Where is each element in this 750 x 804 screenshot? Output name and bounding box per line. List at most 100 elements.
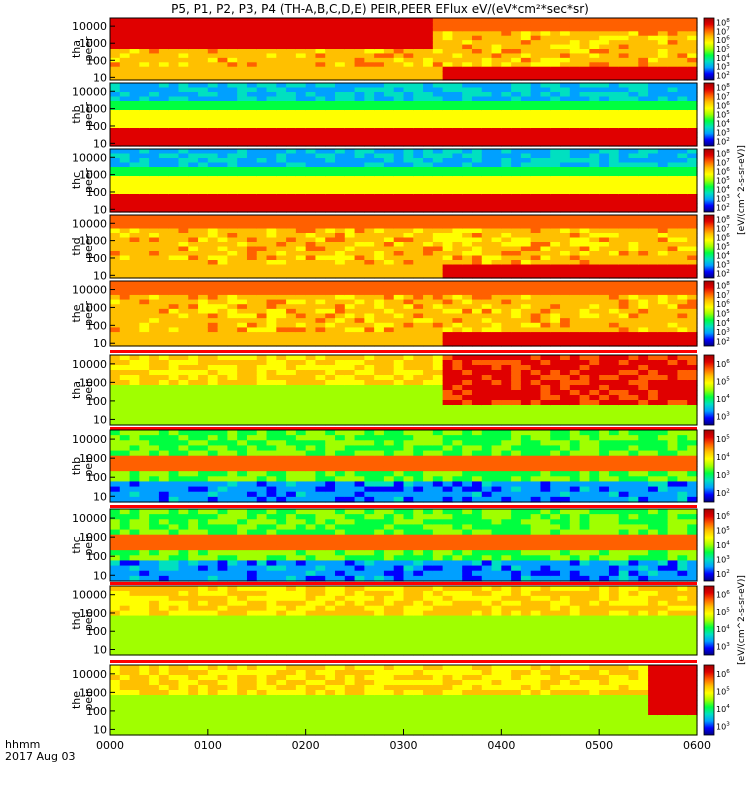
heatmap-cell xyxy=(443,128,453,133)
heatmap-cell xyxy=(638,304,648,309)
heatmap-cell xyxy=(413,238,423,243)
heatmap-cell xyxy=(364,370,374,376)
heatmap-cell xyxy=(286,405,296,411)
heatmap-cell xyxy=(589,281,599,286)
heatmap-cell xyxy=(218,365,228,371)
heatmap-cell xyxy=(531,233,541,238)
heatmap-cell xyxy=(247,281,257,286)
heatmap-cell xyxy=(433,124,443,129)
heatmap-cell xyxy=(198,181,208,186)
heatmap-cell xyxy=(247,176,257,181)
heatmap-cell xyxy=(130,167,140,172)
heatmap-cell xyxy=(531,395,541,401)
heatmap-cell xyxy=(227,181,237,186)
heatmap-cell xyxy=(531,92,541,97)
heatmap-cell xyxy=(658,229,668,234)
heatmap-cell xyxy=(570,124,580,129)
heatmap-cell xyxy=(364,149,374,154)
heatmap-cell xyxy=(462,27,472,32)
heatmap-cell xyxy=(364,380,374,386)
heatmap-cell xyxy=(384,220,394,225)
heatmap-cell xyxy=(247,128,257,133)
heatmap-cell xyxy=(501,18,511,23)
heatmap-cell xyxy=(169,101,179,106)
heatmap-cell xyxy=(648,40,658,45)
heatmap-cell xyxy=(286,360,296,366)
heatmap-cell xyxy=(267,410,277,416)
heatmap-cell xyxy=(599,18,609,23)
heatmap-cell xyxy=(169,149,179,154)
heatmap-cell xyxy=(218,36,228,41)
heatmap-cell xyxy=(267,110,277,115)
heatmap-cell xyxy=(306,22,316,27)
heatmap-cell xyxy=(394,224,404,229)
heatmap-cell xyxy=(276,410,286,416)
heatmap-cell xyxy=(374,242,384,247)
heatmap-cell xyxy=(609,53,619,58)
heatmap-cell xyxy=(501,124,511,129)
heatmap-cell xyxy=(472,45,482,50)
heatmap-cell xyxy=(237,314,247,319)
heatmap-cell xyxy=(120,106,130,111)
heatmap-cell xyxy=(472,220,482,225)
heatmap-cell xyxy=(472,233,482,238)
heatmap-cell xyxy=(423,101,433,106)
heatmap-cell xyxy=(482,119,492,124)
heatmap-cell xyxy=(315,295,325,300)
heatmap-cell xyxy=(345,137,355,142)
heatmap-cell xyxy=(648,238,658,243)
heatmap-cell xyxy=(580,360,590,366)
heatmap-cell xyxy=(130,385,140,391)
heatmap-cell xyxy=(315,224,325,229)
heatmap-cell xyxy=(540,176,550,181)
heatmap-cell xyxy=(178,181,188,186)
heatmap-cell xyxy=(433,71,443,76)
heatmap-cell xyxy=(638,115,648,120)
heatmap-cell xyxy=(315,415,325,421)
heatmap-cell xyxy=(394,45,404,50)
heatmap-cell xyxy=(521,83,531,88)
heatmap-cell xyxy=(501,88,511,93)
heatmap-cell xyxy=(335,238,345,243)
heatmap-cell xyxy=(482,380,492,386)
heatmap-cell xyxy=(413,337,423,342)
heatmap-cell xyxy=(110,133,120,138)
heatmap-cell xyxy=(345,176,355,181)
heatmap-cell xyxy=(404,314,414,319)
heatmap-cell xyxy=(257,203,267,208)
heatmap-cell xyxy=(492,300,502,305)
heatmap-cell xyxy=(677,137,687,142)
heatmap-cell xyxy=(315,119,325,124)
heatmap-cell xyxy=(374,83,384,88)
heatmap-cell xyxy=(364,295,374,300)
heatmap-cell xyxy=(159,251,169,256)
heatmap-cell xyxy=(521,233,531,238)
heatmap-cell xyxy=(394,18,404,23)
heatmap-cell xyxy=(668,92,678,97)
heatmap-cell xyxy=(355,395,365,401)
heatmap-cell xyxy=(286,194,296,199)
heatmap-cell xyxy=(687,158,697,163)
heatmap-cell xyxy=(364,215,374,220)
heatmap-cell xyxy=(521,67,531,72)
heatmap-cell xyxy=(247,309,257,314)
heatmap-cell xyxy=(218,133,228,138)
heatmap-cell xyxy=(550,101,560,106)
heatmap-cell xyxy=(139,133,149,138)
heatmap-cell xyxy=(130,71,140,76)
heatmap-cell xyxy=(462,40,472,45)
heatmap-cell xyxy=(345,158,355,163)
heatmap-cell xyxy=(384,265,394,270)
heatmap-cell xyxy=(169,256,179,261)
heatmap-cell xyxy=(423,269,433,274)
heatmap-cell xyxy=(443,265,453,270)
heatmap-cell xyxy=(110,281,120,286)
heatmap-cell xyxy=(335,83,345,88)
heatmap-cell xyxy=(169,27,179,32)
heatmap-cell xyxy=(619,323,629,328)
heatmap-cell xyxy=(335,71,345,76)
heatmap-cell xyxy=(609,172,619,177)
heatmap-cell xyxy=(609,247,619,252)
heatmap-cell xyxy=(110,410,120,416)
heatmap-cell xyxy=(149,181,159,186)
